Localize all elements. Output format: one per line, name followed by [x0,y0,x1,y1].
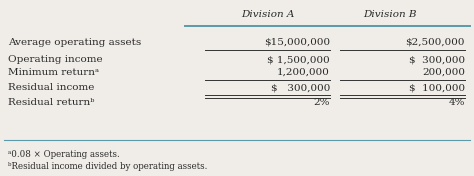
Text: $ 1,500,000: $ 1,500,000 [267,55,330,64]
Text: $  300,000: $ 300,000 [409,55,465,64]
Text: $  100,000: $ 100,000 [409,83,465,92]
Text: 200,000: 200,000 [422,68,465,77]
Text: Residual returnᵇ: Residual returnᵇ [8,98,94,107]
Text: Operating income: Operating income [8,55,103,64]
Text: 4%: 4% [448,98,465,107]
Text: 1,200,000: 1,200,000 [277,68,330,77]
Text: Division B: Division B [363,10,417,19]
Text: ᵃ0.08 × Operating assets.: ᵃ0.08 × Operating assets. [8,150,120,159]
Text: Minimum returnᵃ: Minimum returnᵃ [8,68,99,77]
Text: $   300,000: $ 300,000 [271,83,330,92]
Text: Residual income: Residual income [8,83,94,92]
Text: 2%: 2% [313,98,330,107]
Text: Division A: Division A [241,10,295,19]
Text: $2,500,000: $2,500,000 [405,38,465,47]
Text: Average operating assets: Average operating assets [8,38,141,47]
Text: $15,000,000: $15,000,000 [264,38,330,47]
Text: ᵇResidual income divided by operating assets.: ᵇResidual income divided by operating as… [8,162,207,171]
